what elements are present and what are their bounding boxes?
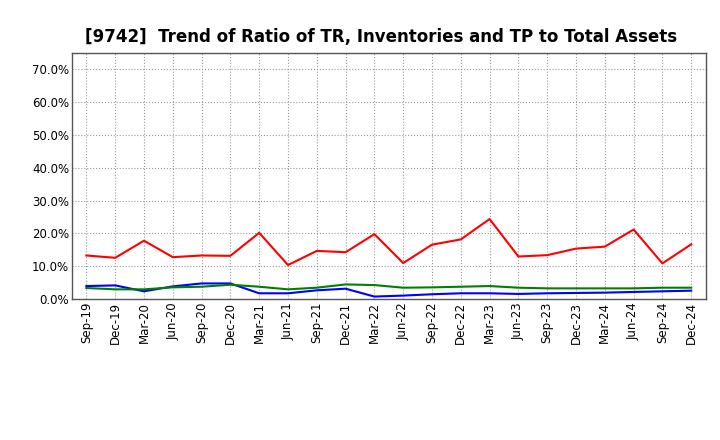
Trade Payables [111,287,120,292]
Inventories [543,291,552,296]
Line: Trade Receivables: Trade Receivables [86,219,691,265]
Trade Receivables [226,253,235,258]
Trade Receivables [370,231,379,237]
Trade Receivables [111,255,120,260]
Trade Payables [572,286,580,291]
Trade Payables [600,286,609,291]
Trade Payables [629,286,638,291]
Trade Payables [82,286,91,291]
Inventories [197,281,206,286]
Trade Receivables [600,244,609,249]
Inventories [399,293,408,298]
Inventories [284,291,292,296]
Trade Payables [197,284,206,290]
Trade Payables [485,283,494,289]
Trade Payables [399,285,408,290]
Trade Receivables [456,237,465,242]
Text: [9742]  Trend of Ratio of TR, Inventories and TP to Total Assets: [9742] Trend of Ratio of TR, Inventories… [85,28,677,46]
Trade Receivables [485,216,494,222]
Trade Receivables [543,253,552,258]
Trade Receivables [82,253,91,258]
Trade Payables [543,286,552,291]
Inventories [687,288,696,293]
Inventories [629,290,638,295]
Inventories [226,281,235,286]
Inventories [255,291,264,296]
Inventories [485,291,494,296]
Trade Receivables [687,242,696,247]
Trade Receivables [197,253,206,258]
Inventories [456,291,465,296]
Trade Payables [687,285,696,290]
Trade Receivables [284,262,292,268]
Inventories [658,289,667,294]
Inventories [428,292,436,297]
Line: Inventories: Inventories [86,283,691,297]
Trade Payables [255,284,264,290]
Trade Payables [312,285,321,290]
Inventories [341,286,350,291]
Trade Receivables [140,238,148,243]
Trade Receivables [399,260,408,266]
Trade Payables [514,285,523,290]
Trade Payables [140,287,148,292]
Inventories [572,290,580,296]
Inventories [514,291,523,297]
Line: Trade Payables: Trade Payables [86,284,691,290]
Trade Receivables [514,254,523,259]
Trade Receivables [428,242,436,247]
Inventories [370,294,379,299]
Trade Receivables [629,227,638,232]
Trade Receivables [255,230,264,235]
Inventories [168,284,177,289]
Trade Payables [226,282,235,287]
Trade Receivables [658,261,667,266]
Trade Receivables [572,246,580,251]
Legend: Trade Receivables, Inventories, Trade Payables: Trade Receivables, Inventories, Trade Pa… [164,437,613,440]
Trade Payables [168,285,177,290]
Trade Payables [341,282,350,287]
Trade Receivables [168,254,177,260]
Trade Payables [370,282,379,288]
Trade Payables [456,284,465,290]
Trade Receivables [341,249,350,255]
Trade Receivables [312,248,321,253]
Inventories [312,288,321,293]
Trade Payables [658,285,667,290]
Trade Payables [428,285,436,290]
Trade Payables [284,287,292,292]
Inventories [82,283,91,289]
Inventories [140,289,148,294]
Inventories [111,283,120,288]
Inventories [600,290,609,295]
